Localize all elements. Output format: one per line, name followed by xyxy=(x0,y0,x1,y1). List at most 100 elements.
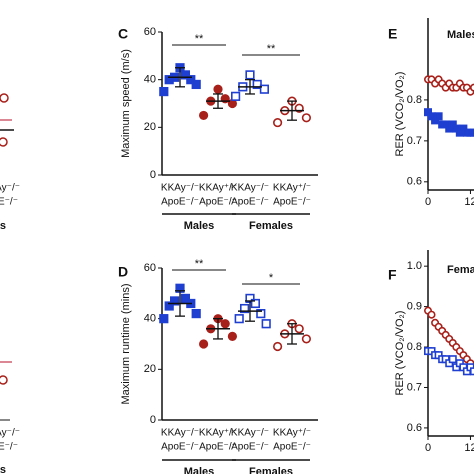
y-tick-label: 0.8 xyxy=(407,341,422,353)
data-point xyxy=(261,319,271,329)
x-tick-label: ApoE⁻/⁻ xyxy=(273,197,311,208)
error-bar xyxy=(175,290,185,317)
data-point xyxy=(191,79,201,90)
data-point xyxy=(234,314,244,324)
x-tick-label: KKAy⁺/⁻ xyxy=(273,183,311,194)
y-tick-label: 0 xyxy=(150,169,156,181)
x-tick-label: KKAy⁺/⁻ xyxy=(199,183,237,194)
scatter-plot: F Females 0.6 0.7 0.8 0.9 1.0 0 12 RER (VCO₂/VO₂) xyxy=(388,250,474,454)
x-tick-label: KKAy⁻/⁻ xyxy=(231,428,269,439)
group-label: Females xyxy=(249,466,293,474)
error-bar xyxy=(213,318,223,340)
error-bar xyxy=(245,300,255,322)
x-tick-label: ApoE⁻/⁻ xyxy=(199,197,237,208)
y-tick-label: 0.6 xyxy=(407,422,422,434)
data-point xyxy=(199,110,209,121)
data-point xyxy=(294,324,304,334)
data-point xyxy=(434,112,443,121)
y-axis-label: RER (VCO₂/VO₂) xyxy=(394,311,406,396)
data-point xyxy=(259,84,270,94)
significance-label: ** xyxy=(267,43,276,55)
chart-title: Females xyxy=(447,264,474,276)
significance-label: * xyxy=(269,272,274,284)
data-point xyxy=(301,113,312,123)
x-tick-label: KKAy⁻/⁻ xyxy=(161,428,199,439)
x-tick-label: KKAy⁻/⁻ xyxy=(161,183,199,194)
error-bar xyxy=(245,79,255,95)
error-bar xyxy=(287,323,297,345)
data-point xyxy=(240,303,250,314)
group-label: Females xyxy=(249,220,293,232)
data-point xyxy=(427,310,436,319)
significance-label: ** xyxy=(195,258,204,270)
fragment-text: oE⁻/⁻ xyxy=(0,197,18,208)
y-tick-label: 0.6 xyxy=(407,176,422,188)
data-point xyxy=(180,70,191,80)
y-tick-label: 60 xyxy=(144,26,156,38)
data-point xyxy=(256,308,266,319)
fragment-marker xyxy=(0,375,8,385)
data-point xyxy=(448,355,457,364)
fragment-text: oE⁻/⁻ xyxy=(0,442,18,453)
data-point xyxy=(159,86,169,97)
data-point xyxy=(213,84,223,94)
data-point xyxy=(164,75,174,85)
data-point xyxy=(199,339,209,349)
cropped-panel-fragments: KAy⁻/⁻ oE⁻/⁻ s KAy⁻/⁻ oE⁻/⁻ s xyxy=(0,93,20,474)
panel-label: F xyxy=(388,267,397,283)
y-tick-label: 0.7 xyxy=(407,381,422,393)
panel-label: E xyxy=(388,26,397,42)
fragment-marker xyxy=(0,93,9,103)
data-point xyxy=(250,298,261,309)
x-tick-label: ApoE⁻/⁻ xyxy=(273,442,311,453)
y-tick-label: 40 xyxy=(144,313,156,325)
x-tick-label: 0 xyxy=(425,442,431,454)
data-point xyxy=(170,296,180,306)
significance-label: ** xyxy=(195,33,204,45)
x-tick-label: ApoE⁻/⁻ xyxy=(231,442,269,453)
x-tick-label: KKAy⁻/⁻ xyxy=(231,183,269,194)
error-bar xyxy=(175,67,185,88)
y-tick-label: 40 xyxy=(144,74,156,86)
fragment-text: s xyxy=(0,464,6,474)
fragment-marker xyxy=(0,137,8,147)
data-point xyxy=(252,79,262,90)
data-point xyxy=(220,319,230,329)
y-axis-label: Maximum speed (m/s) xyxy=(120,49,132,158)
y-tick-label: 20 xyxy=(144,121,156,133)
y-tick-label: 0.9 xyxy=(407,301,422,313)
x-tick-label: ApoE⁻/⁻ xyxy=(161,197,199,208)
data-point xyxy=(301,334,312,344)
x-tick-label: 0 xyxy=(425,196,431,208)
data-point xyxy=(180,293,191,304)
data-point xyxy=(159,314,169,324)
data-point xyxy=(231,91,241,101)
data-point xyxy=(245,70,255,80)
scatter-plot: E Males 0.6 0.7 0.8 0 12 RER (VCO₂/VO₂) xyxy=(388,18,474,208)
data-point xyxy=(164,301,174,311)
error-bar xyxy=(287,100,297,121)
x-tick-label: KKAy⁺/⁻ xyxy=(273,428,311,439)
data-point xyxy=(191,308,201,319)
group-label: Males xyxy=(184,220,215,232)
y-tick-label: 60 xyxy=(144,262,156,274)
chart-title: Males xyxy=(447,29,474,41)
error-bar xyxy=(213,93,223,109)
x-tick-label: 12 xyxy=(464,196,474,208)
y-tick-label: 20 xyxy=(144,363,156,375)
data-point xyxy=(273,341,283,352)
y-tick-label: 0.7 xyxy=(407,135,422,147)
y-tick-label: 1.0 xyxy=(407,260,422,272)
y-axis-label: Maximum runtime (mins) xyxy=(120,283,132,404)
x-tick-label: 12 xyxy=(464,442,474,454)
x-tick-label: ApoE⁻/⁻ xyxy=(231,197,269,208)
data-point xyxy=(227,331,237,342)
panel-label: C xyxy=(118,26,128,42)
fragment-text: KAy⁻/⁻ xyxy=(0,428,20,439)
x-tick-label: ApoE⁻/⁻ xyxy=(161,442,199,453)
fragment-text: KAy⁻/⁻ xyxy=(0,183,20,194)
y-tick-label: 0 xyxy=(150,414,156,426)
